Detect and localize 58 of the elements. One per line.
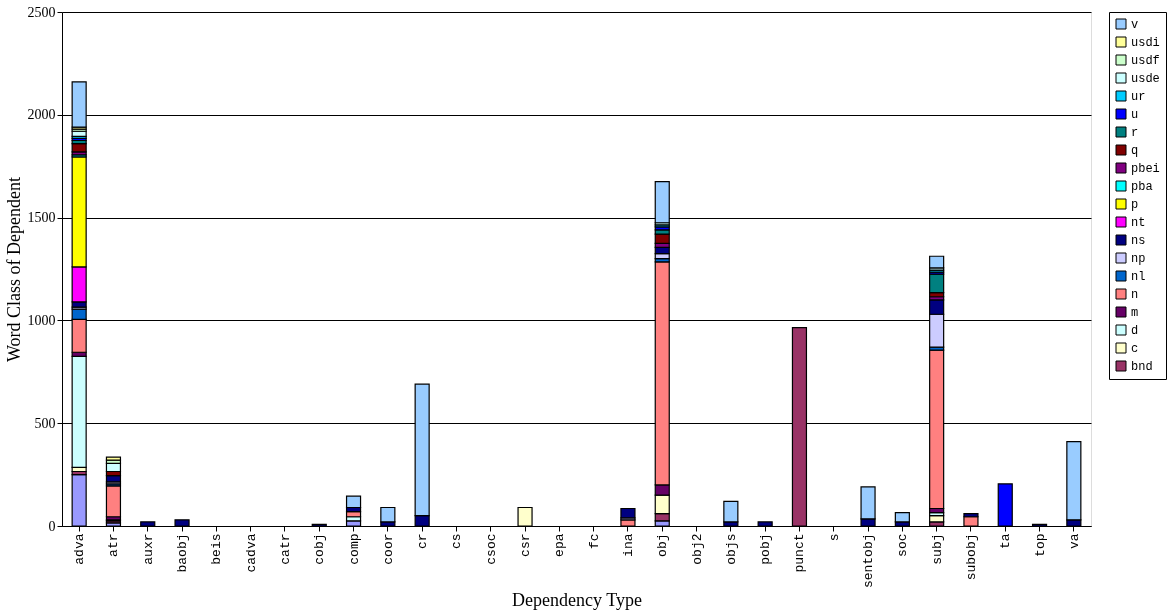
x-tick-label: coor: [380, 533, 396, 565]
legend-label: v: [1131, 18, 1139, 32]
x-tick-label: catr: [277, 533, 293, 565]
legend-label: nt: [1131, 216, 1146, 230]
x-tick-label: beis: [209, 533, 225, 565]
legend-label: usdi: [1131, 36, 1160, 50]
x-tick-label: comp: [346, 533, 362, 565]
y-tick-label: 0: [48, 518, 56, 534]
x-tick-label: baobj: [175, 533, 191, 573]
x-tick-label: subj: [929, 533, 945, 565]
legend-label: np: [1131, 252, 1146, 266]
legend-label: m: [1131, 306, 1139, 320]
x-tick-label: cr: [415, 533, 431, 550]
legend-label: q: [1131, 144, 1139, 158]
x-tick-label: sentobj: [861, 533, 877, 589]
x-tick-label: pobj: [758, 533, 774, 565]
legend-label: ns: [1131, 234, 1146, 248]
x-tick-label: cadva: [243, 533, 259, 573]
x-tick-label: epa: [552, 533, 568, 557]
x-tick-label: va: [1066, 533, 1082, 550]
x-tick-label: ina: [620, 533, 636, 557]
legend-label: d: [1131, 324, 1139, 338]
y-tick-label: 2000: [27, 107, 56, 123]
legend-label: usdf: [1131, 54, 1160, 68]
legend-label: usde: [1131, 72, 1160, 86]
x-tick-label: obj2: [689, 533, 705, 565]
legend-label: c: [1131, 342, 1139, 356]
x-tick-label: objs: [723, 533, 739, 565]
x-tick-label: auxr: [140, 533, 156, 565]
x-tick-label: ta: [998, 533, 1014, 550]
legend-label: r: [1131, 126, 1139, 140]
x-tick-label: csr: [518, 533, 534, 557]
x-tick-label: cobj: [312, 533, 328, 565]
legend-label: pbei: [1131, 162, 1160, 176]
y-axis-title: Word Class of Dependent: [3, 176, 24, 363]
legend-label: u: [1131, 108, 1139, 122]
y-tick-label: 500: [34, 415, 56, 431]
x-axis-title: Dependency Type: [512, 590, 642, 611]
legend-label: p: [1131, 198, 1139, 212]
y-tick-label: 2500: [27, 4, 56, 20]
legend-label: ur: [1131, 90, 1146, 104]
x-tick-label: cs: [449, 533, 465, 550]
y-tick-label: 1000: [27, 312, 56, 328]
x-tick-label: top: [1032, 533, 1048, 557]
x-tick-label: punct: [792, 533, 808, 573]
x-tick-label: soc: [895, 533, 911, 557]
x-tick-label: csoc: [483, 533, 499, 565]
legend-label: n: [1131, 288, 1139, 302]
x-tick-label: adva: [72, 533, 88, 565]
x-tick-label: s: [826, 533, 842, 542]
legend-label: bnd: [1131, 360, 1153, 374]
y-tick-label: 1500: [27, 210, 56, 226]
legend-label: nl: [1131, 270, 1146, 284]
legend-label: pba: [1131, 180, 1153, 194]
x-tick-label: obj: [655, 533, 671, 557]
x-tick-label: atr: [106, 533, 122, 557]
x-tick-label: subobj: [963, 533, 979, 581]
x-tick-label: fc: [586, 533, 602, 550]
